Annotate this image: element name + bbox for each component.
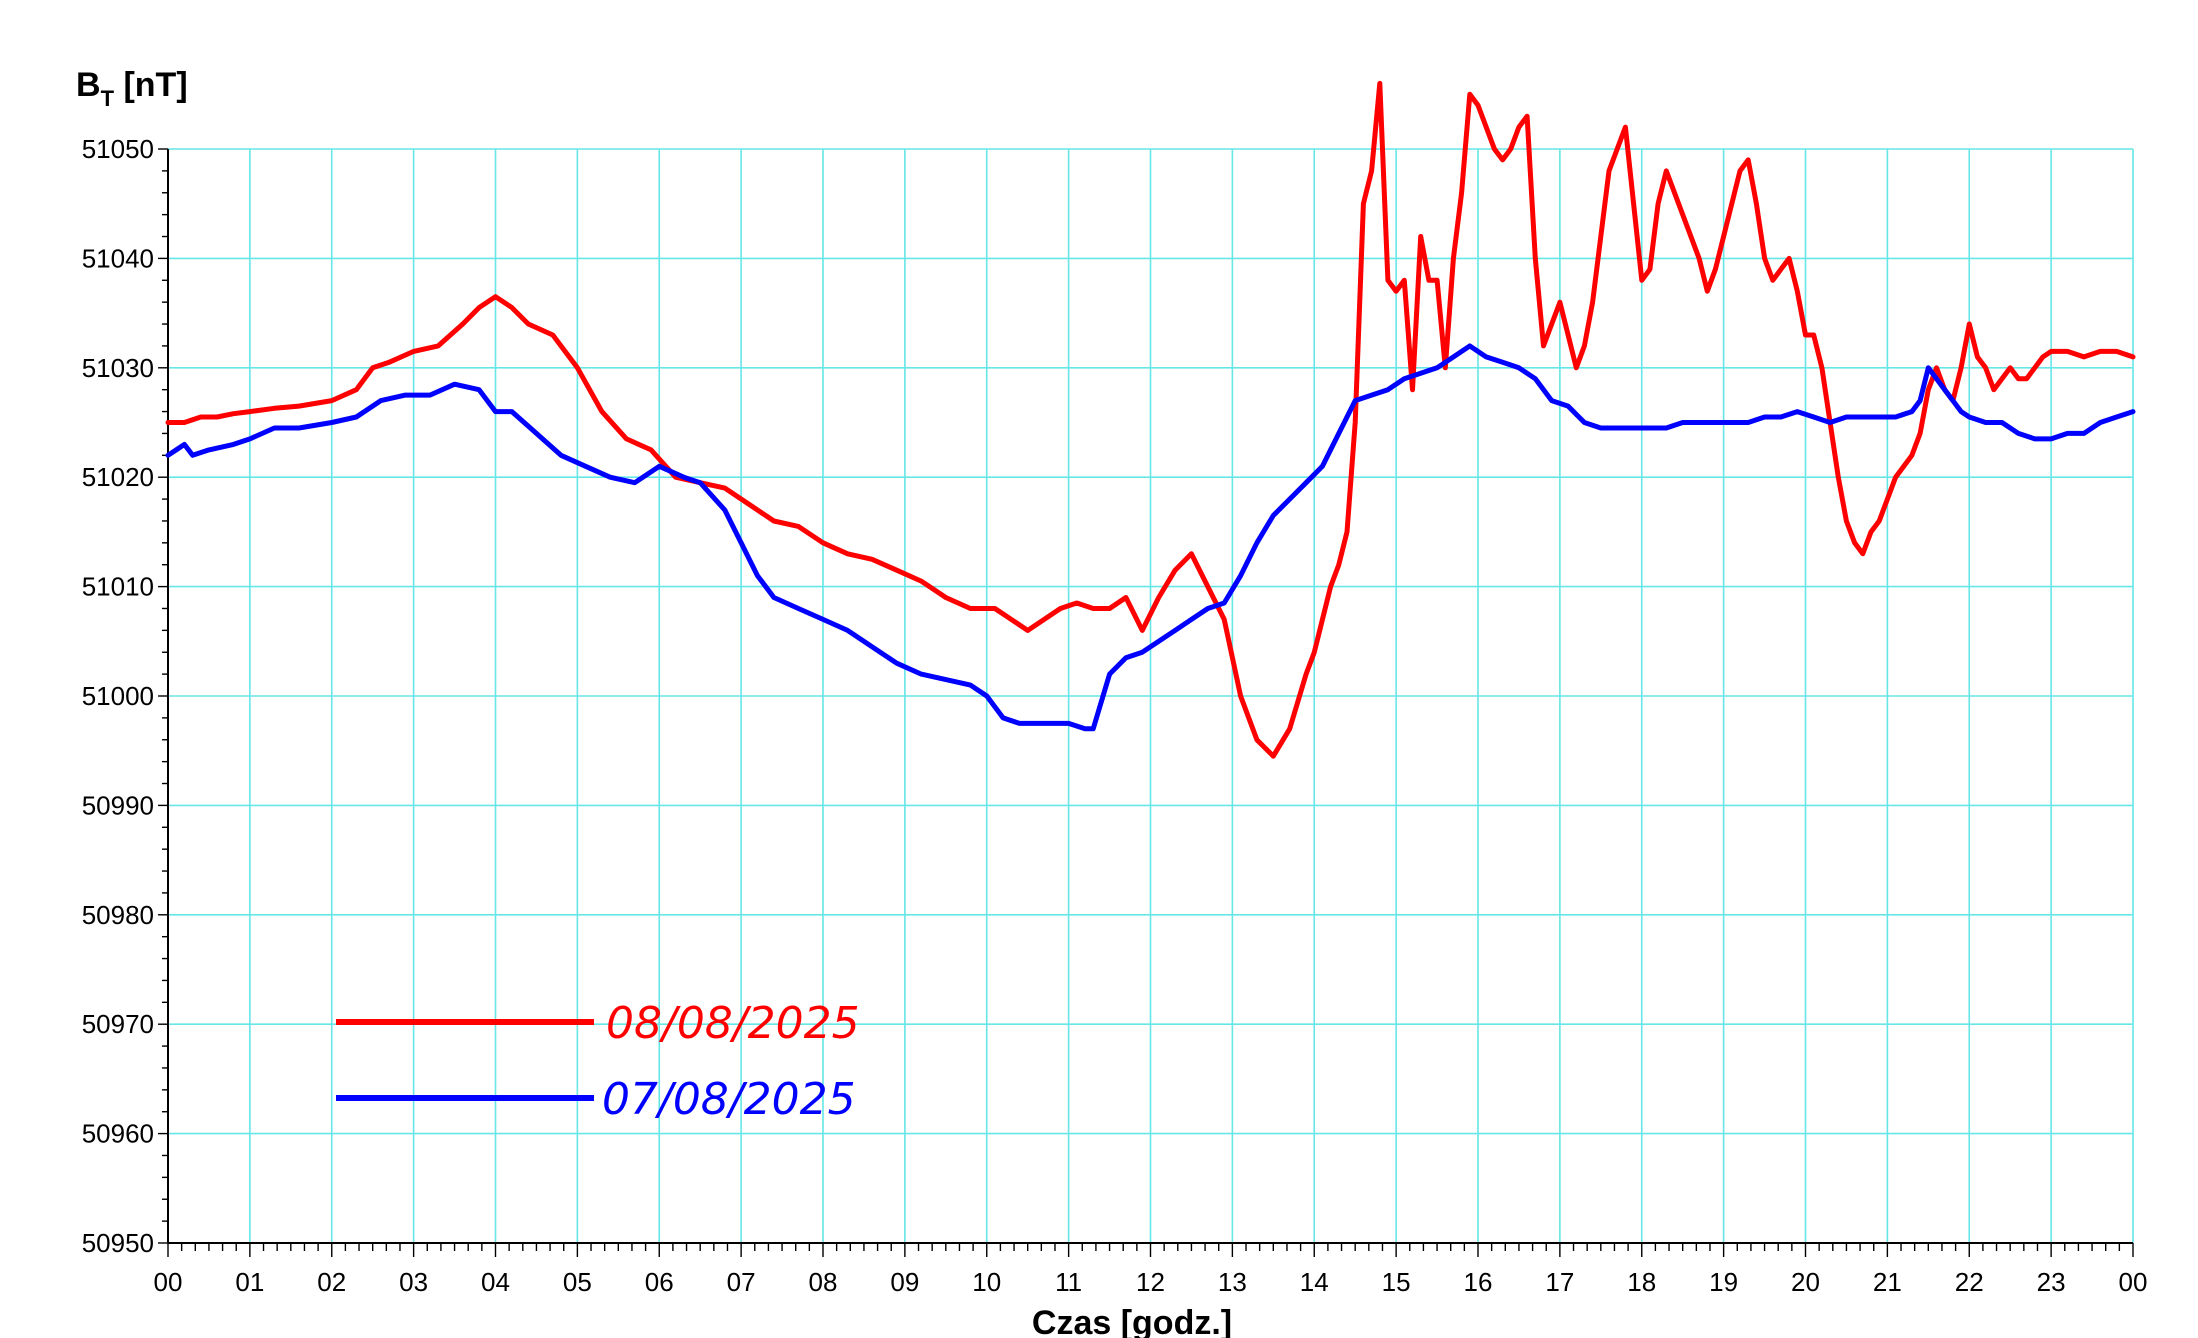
x-tick-label: 13 [1218, 1267, 1247, 1297]
grid [167, 148, 2134, 1244]
x-axis: 00 01 02 03 04 05 06 07 08 09 10 11 12 13 14 15 16 17 18 19… [154, 1267, 2148, 1297]
y-axis-title: BT [nT] [76, 66, 188, 111]
y-tick-label: 51040 [82, 243, 154, 273]
x-tick-label: 19 [1709, 1267, 1738, 1297]
x-tick-label: 16 [1464, 1267, 1493, 1297]
legend-label-08-08-2025: 08/08/2025 [606, 998, 860, 1049]
legend: 08/08/2025 07/08/2025 [336, 998, 860, 1125]
x-tick-label: 18 [1627, 1267, 1656, 1297]
x-tick-label: 17 [1545, 1267, 1574, 1297]
y-tick-label: 51050 [82, 134, 154, 164]
y-tick-label: 50980 [82, 900, 154, 930]
y-tick-label: 50950 [82, 1228, 154, 1258]
axes [158, 148, 2134, 1257]
y-tick-label: 51030 [82, 353, 154, 383]
x-tick-label: 22 [1955, 1267, 1984, 1297]
y-tick-label: 50970 [82, 1009, 154, 1039]
y-tick-label: 50990 [82, 790, 154, 820]
series-lines [165, 80, 2136, 759]
x-tick-label: 10 [972, 1267, 1001, 1297]
x-tick-label: 04 [481, 1267, 510, 1297]
x-tick-label: 03 [399, 1267, 428, 1297]
x-axis-title: Czas [godz.] [1032, 1304, 1232, 1338]
y-tick-label: 51000 [82, 681, 154, 711]
y-axis-title-sub: T [101, 86, 115, 111]
x-tick-label: 14 [1300, 1267, 1329, 1297]
x-tick-label: 12 [1136, 1267, 1165, 1297]
legend-label-07-08-2025: 07/08/2025 [602, 1074, 856, 1125]
x-tick-label: 02 [317, 1267, 346, 1297]
y-tick-label: 51020 [82, 462, 154, 492]
y-axis-title-main: B [76, 66, 101, 104]
y-tick-label: 51010 [82, 572, 154, 602]
x-tick-label: 20 [1791, 1267, 1820, 1297]
x-tick-label: 00 [2119, 1267, 2148, 1297]
y-tick-label: 50960 [82, 1119, 154, 1149]
x-tick-label: 21 [1873, 1267, 1902, 1297]
y-axis: 51050 51040 51030 51020 51010 51000 50990 50980… [82, 134, 154, 1258]
x-tick-label: 00 [154, 1267, 183, 1297]
x-tick-label: 15 [1382, 1267, 1411, 1297]
x-tick-label: 01 [235, 1267, 264, 1297]
x-tick-label: 07 [727, 1267, 756, 1297]
x-tick-label: 23 [2037, 1267, 2066, 1297]
series-line-07-08-2025 [165, 343, 2136, 732]
x-tick-label: 06 [645, 1267, 674, 1297]
x-tick-label: 11 [1055, 1267, 1082, 1297]
x-tick-label: 09 [890, 1267, 919, 1297]
x-tick-label: 05 [563, 1267, 592, 1297]
x-tick-label: 08 [809, 1267, 838, 1297]
y-axis-title-unit: [nT] [114, 66, 188, 104]
